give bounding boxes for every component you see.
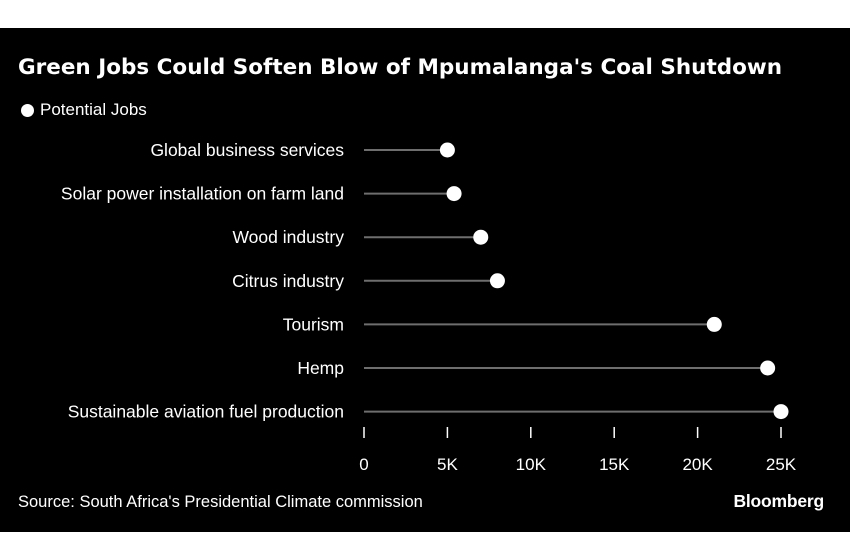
x-tick-label: 5K	[437, 455, 458, 474]
lollipop-dot	[760, 360, 776, 376]
lollipop-dot	[473, 229, 489, 245]
lollipop-dot	[773, 404, 789, 420]
legend-label: Potential Jobs	[40, 100, 147, 119]
category-label: Sustainable aviation fuel production	[68, 402, 344, 422]
legend-marker-icon	[21, 103, 34, 117]
lollipop-dot	[439, 142, 455, 158]
x-tick-label: 25K	[766, 455, 797, 474]
legend: Potential Jobs	[21, 100, 147, 120]
chart-title: Green Jobs Could Soften Blow of Mpumalan…	[18, 55, 783, 80]
category-label: Global business services	[150, 140, 344, 160]
category-label: Solar power installation on farm land	[61, 184, 344, 204]
lollipop-chart: Global business services Solar power inst…	[61, 140, 797, 474]
category-label: Citrus industry	[232, 271, 344, 291]
chart-panel: Green Jobs Could Soften Blow of Mpumalan…	[0, 28, 850, 532]
lollipop-dot	[446, 186, 462, 202]
lollipop-dot	[706, 316, 722, 332]
category-label: Wood industry	[232, 227, 344, 247]
x-tick-label: 0	[359, 455, 368, 474]
x-tick-label: 15K	[599, 455, 630, 474]
category-label: Hemp	[297, 358, 344, 378]
bloomberg-logo: Bloomberg	[733, 491, 824, 511]
lollipop-dot	[489, 273, 505, 289]
x-tick-label: 10K	[516, 455, 547, 474]
x-tick-label: 20K	[682, 455, 713, 474]
category-label: Tourism	[283, 314, 344, 334]
source-note: Source: South Africa's Presidential Clim…	[18, 493, 423, 511]
